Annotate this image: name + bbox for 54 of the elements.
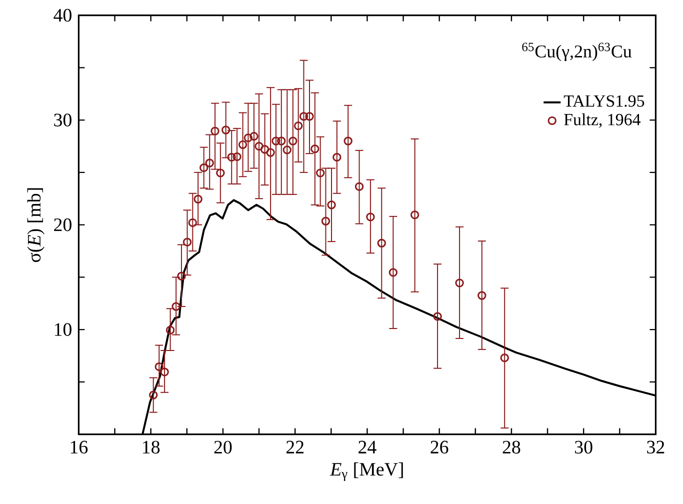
point: [354, 182, 364, 191]
point: [500, 353, 509, 362]
point: [327, 200, 336, 210]
y-tick-label: 40: [54, 8, 72, 22]
point: [232, 152, 242, 162]
x-axis-title: E$_{γ}$ [MeV]: [330, 462, 403, 481]
point: [377, 238, 386, 248]
x-tick-label: 32: [647, 440, 664, 454]
point: [478, 291, 486, 300]
point: [344, 136, 352, 146]
x-tick-label: 24: [358, 440, 376, 454]
point: [294, 121, 303, 130]
point: [366, 212, 375, 222]
point: [166, 326, 175, 334]
point: [282, 146, 292, 154]
point: [194, 194, 202, 204]
point: [199, 163, 208, 172]
point: [321, 216, 330, 226]
y-tick-label: 20: [54, 218, 72, 232]
point: [260, 145, 270, 154]
x-tick-label: 20: [214, 440, 232, 454]
point: [332, 152, 342, 162]
point: [250, 132, 258, 141]
point: [205, 158, 214, 168]
point: [288, 136, 298, 146]
x-tick-label: 22: [286, 440, 304, 454]
point: [455, 278, 464, 288]
point: [433, 312, 442, 321]
point: [388, 268, 398, 277]
point: [316, 168, 325, 178]
point: [210, 126, 220, 136]
annotation: $^{65}$Cu(γ,2n)$^{63}$Cu: [522, 42, 632, 62]
y-tick-label: 10: [54, 323, 72, 336]
y-axis-title: σ(E) [mb]: [27, 188, 44, 262]
x-tick-label: 28: [502, 440, 520, 454]
point: [277, 136, 286, 146]
x-tick-label: 18: [143, 440, 160, 454]
legend-label: TALYS1.95: [564, 95, 644, 107]
point: [160, 368, 169, 376]
legend-label: Fultz, 1964: [564, 113, 640, 128]
point: [238, 140, 248, 150]
point: [154, 362, 164, 372]
x-tick-label: 16: [70, 440, 88, 454]
point: [266, 148, 275, 157]
point: [305, 112, 314, 121]
x-tick-label: 26: [430, 440, 448, 454]
point: [410, 210, 420, 220]
x-tick-label: 30: [575, 440, 592, 454]
point: [216, 168, 225, 178]
y-tick-label: 30: [54, 114, 72, 126]
point: [310, 144, 320, 154]
point: [254, 142, 264, 151]
point: [182, 238, 192, 246]
point: [149, 390, 158, 400]
